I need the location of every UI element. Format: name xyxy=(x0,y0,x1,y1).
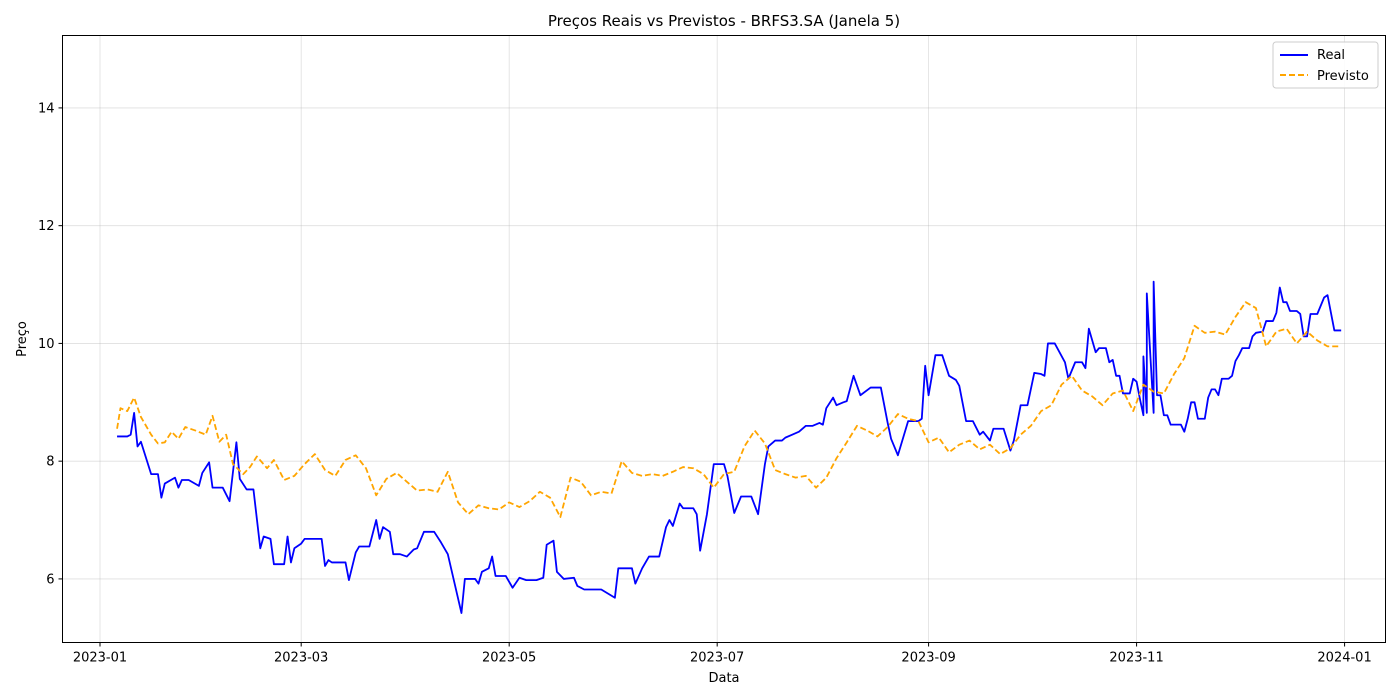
x-tick-label: 2023-11 xyxy=(1109,651,1163,666)
series-layer xyxy=(116,280,1342,614)
y-axis-label: Preço xyxy=(15,321,30,357)
x-tick-label: 2023-01 xyxy=(73,651,127,666)
x-axis-label: Data xyxy=(708,671,739,686)
y-tick-label: 10 xyxy=(38,337,55,352)
legend-box xyxy=(1272,41,1379,89)
x-tick-label: 2023-09 xyxy=(901,651,955,666)
series-line-real xyxy=(117,280,1342,614)
x-tick-label: 2023-03 xyxy=(274,651,328,666)
y-tick-label: 14 xyxy=(38,101,55,116)
legend-real-label: Real xyxy=(1317,48,1345,63)
y-axis: 6 8 10 12 14 xyxy=(38,101,63,587)
y-tick-label: 12 xyxy=(38,219,55,234)
y-tick-label: 6 xyxy=(46,572,54,587)
plot-frame xyxy=(62,35,1386,643)
x-tick-label: 2023-05 xyxy=(482,651,536,666)
legend: Real Previsto xyxy=(1272,41,1379,89)
series-line-previsto xyxy=(116,301,1342,518)
grid xyxy=(62,35,1386,643)
chart-title: Preços Reais vs Previstos - BRFS3.SA (Ja… xyxy=(548,12,900,30)
legend-previsto-label: Previsto xyxy=(1317,69,1369,84)
x-axis: 2023-01 2023-03 2023-05 2023-07 2023-09 2023-… xyxy=(73,642,1372,666)
x-tick-label: 2023-07 xyxy=(690,651,744,666)
x-tick-label: 2024-01 xyxy=(1317,651,1371,666)
y-tick-label: 8 xyxy=(46,455,54,470)
